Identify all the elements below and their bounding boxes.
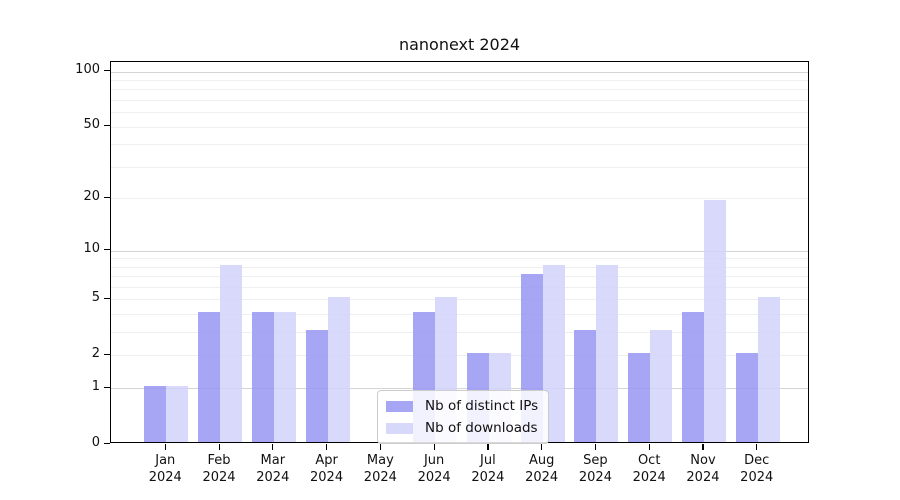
gridline-minor [111,144,808,146]
y-tick-label: 5 [91,289,100,305]
bar-distinct-ips [681,312,704,442]
gridline-minor [111,89,808,91]
x-tick-mark [272,444,274,450]
gridline-minor [111,166,808,168]
gridline-minor [111,80,808,81]
bar-distinct-ips [251,312,274,442]
gridline-minor [111,112,808,114]
x-tick-mark [487,444,489,450]
gridline-minor [111,258,808,260]
bar-distinct-ips [628,353,651,442]
gridline-minor [111,355,808,357]
y-tick-mark [104,386,110,388]
x-tick-mark [702,444,704,450]
legend-label-downloads: Nb of downloads [425,420,538,436]
legend-row-downloads: Nb of downloads [386,419,538,437]
y-tick-mark [104,297,110,300]
legend-swatch-distinct-ips [386,400,413,412]
gridline-minor [111,332,808,334]
x-tick-mark [756,444,758,450]
x-tick-label: Mar 2024 [256,453,290,485]
bar-distinct-ips [574,330,597,442]
bar-downloads [273,312,296,442]
x-tick-mark [164,444,166,450]
x-tick-label: Aug 2024 [525,453,559,485]
x-tick-label: Jun 2024 [417,453,451,485]
bar-downloads [220,264,243,442]
x-tick-label: Dec 2024 [740,453,774,485]
bar-downloads [327,297,350,442]
y-tick-label: 50 [83,117,100,133]
x-tick-mark [541,444,543,450]
legend: Nb of distinct IPs Nb of downloads [377,390,550,444]
x-tick-mark [218,444,220,450]
y-tick-mark [104,249,110,251]
y-tick-label: 10 [83,241,100,256]
gridline-major [111,250,808,252]
y-tick-mark [104,442,110,444]
x-tick-mark [379,444,382,450]
x-tick-mark [648,444,650,450]
gridline-major [111,71,808,73]
gridline-major [111,388,808,390]
gridline-minor [111,100,808,102]
x-tick-label: Jan 2024 [148,453,182,485]
x-tick-mark [594,444,597,450]
gridline-minor [111,299,808,301]
y-tick-label: 1 [91,378,100,394]
gridline-minor [111,266,808,268]
y-tick-mark [104,353,110,356]
bar-downloads [703,200,726,442]
legend-row-distinct-ips: Nb of distinct IPs [386,397,538,415]
chart-title: nanonext 2024 [398,35,521,54]
plot-area [110,61,809,443]
gridline-minor [111,198,808,200]
y-tick-mark [104,125,110,127]
x-tick-mark [326,444,328,450]
x-tick-mark [433,444,435,450]
y-tick-label: 2 [91,345,100,361]
legend-swatch-downloads [386,422,413,434]
gridline-minor [111,276,808,278]
bar-downloads [166,386,189,442]
x-tick-label: Jul 2024 [471,453,505,485]
bar-downloads [650,330,673,442]
y-tick-label: 0 [91,434,100,450]
bar-distinct-ips [305,330,328,442]
bar-downloads [596,264,619,442]
bar-downloads [757,297,780,442]
bar-distinct-ips [735,353,758,442]
y-tick-label: 20 [83,188,100,204]
gridline-minor [111,314,808,316]
y-tick-mark [104,196,110,199]
gridline-minor [111,286,808,288]
bar-distinct-ips [198,312,221,442]
x-tick-label: Oct 2024 [632,453,666,485]
x-tick-label: Nov 2024 [686,453,720,485]
y-tick-mark [104,70,110,72]
gridline-minor [111,126,808,128]
x-tick-label: Sep 2024 [578,453,612,485]
legend-label-distinct-ips: Nb of distinct IPs [425,398,539,414]
y-tick-label: 100 [75,62,100,78]
bar-distinct-ips [144,386,167,442]
x-tick-label: Apr 2024 [310,453,344,485]
x-tick-label: May 2024 [363,453,397,485]
x-tick-label: Feb 2024 [202,453,236,485]
